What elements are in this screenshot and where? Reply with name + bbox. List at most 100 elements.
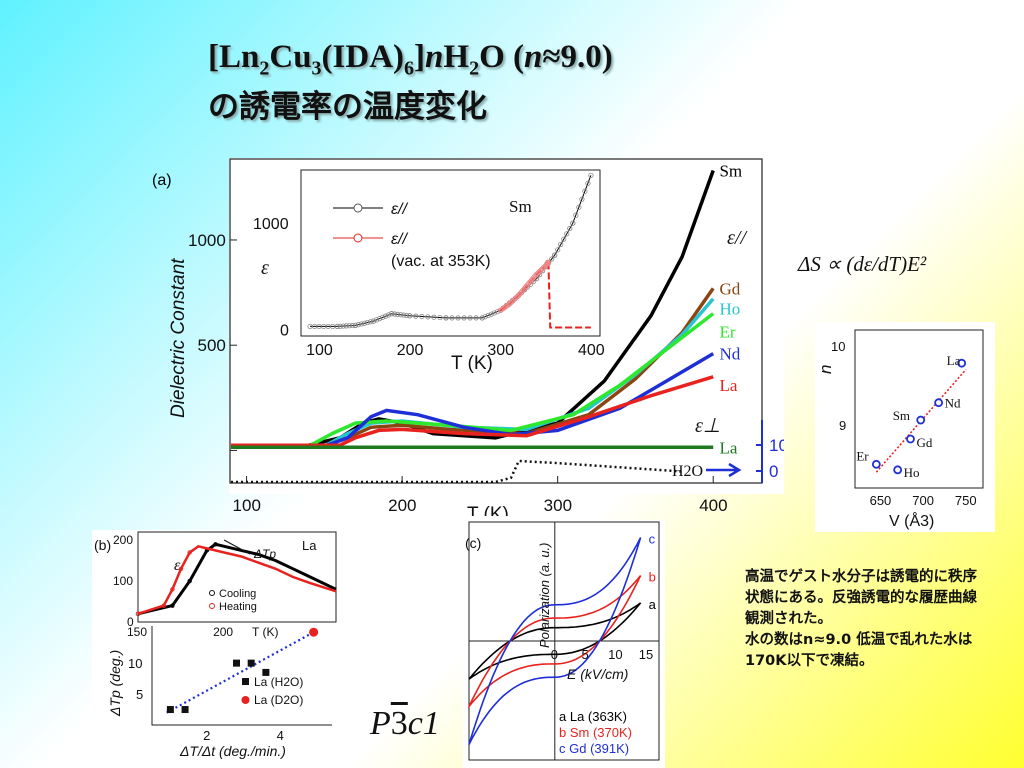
b-inset-xtick: 150	[127, 625, 147, 639]
inset-a-marker	[398, 312, 404, 318]
n-point-ho	[893, 465, 903, 475]
inset-a-marker	[437, 314, 443, 321]
b-axes	[151, 626, 332, 726]
b-inset-heating	[137, 544, 337, 615]
panel-b: (b) 2 4 5 10 ΔT/Δt (deg./min.) ΔTp (deg.) La (H…	[92, 530, 340, 762]
inset-a-marker	[373, 317, 380, 323]
inset-a-xtick: 100	[306, 342, 333, 359]
series-er	[231, 312, 715, 448]
inset-a-marker	[392, 311, 398, 317]
b-xlabel: ΔT/Δt (deg./min.)	[179, 743, 286, 759]
b-inset-legend-cooling: Cooling	[219, 588, 256, 600]
annotation-eperp: ε⊥	[695, 415, 720, 437]
b-inset-dtp: ΔTp	[253, 547, 276, 561]
c-xtick: 0	[551, 647, 558, 662]
b-xtick: 2	[203, 728, 210, 743]
y-axis-label: Dielectric Constant	[168, 258, 189, 418]
inset-a-marker	[385, 312, 392, 318]
inset-a-legend-2: ε//	[391, 231, 408, 248]
inset-a-marker	[358, 321, 365, 327]
b-point-h2o	[232, 659, 240, 667]
y-tick-label: 500	[198, 336, 226, 355]
inset-a-series-0	[310, 175, 592, 327]
annotation-h2o: H2O	[672, 463, 703, 480]
b-inset-legend-heating-marker	[209, 603, 215, 609]
n-point-label: Gd	[916, 435, 932, 450]
n-point-nd	[934, 398, 944, 408]
b-ytick: 10	[128, 656, 142, 671]
b-legend-d2o: La (D2O)	[254, 693, 303, 707]
x-tick-label: 200	[388, 496, 416, 515]
annotation-epar: ε//	[727, 227, 748, 249]
inset-a-marker	[482, 314, 488, 320]
x-tick-label: 400	[699, 496, 727, 515]
b-inset-legend-cooling-marker	[209, 590, 215, 596]
b-point-d2o	[309, 627, 319, 637]
c-xtick: 5	[581, 647, 588, 662]
inset-a-marker	[491, 310, 497, 316]
b-inset-marker	[170, 587, 175, 592]
right-tick-label: 100	[769, 436, 784, 455]
inset-a-marker	[461, 315, 467, 321]
inset-a-marker	[425, 314, 431, 320]
inset-a-legend-marker	[353, 203, 363, 213]
right-tick-label: 0	[769, 462, 778, 481]
slide-title: [Ln2Cu3(IDA)6]nH2O (n≈9.0) の誘電率の温度変化	[208, 38, 613, 126]
chart-n-vs-v: La Nd Sm Gd Er Ho 650 700 750 9 10 V (Å3) n	[816, 329, 984, 530]
title-line1: [Ln2Cu3(IDA)6]nH2O (n≈9.0)	[208, 39, 613, 80]
inset-a-marker	[340, 323, 346, 329]
inset-a-marker	[404, 312, 410, 319]
n-point-er	[871, 459, 881, 469]
inset-a-marker	[443, 315, 449, 321]
inset-a-marker	[419, 313, 425, 320]
inset-a-xtick: 300	[487, 342, 514, 359]
b-point-h2o	[166, 706, 174, 714]
c-loop-label-b: b	[649, 570, 656, 585]
inset-a-ytick: 0	[280, 323, 289, 340]
n-point-label: Er	[856, 448, 869, 463]
inset-a-marker	[382, 313, 389, 319]
inset-a-marker	[473, 315, 479, 321]
n-xlabel: V (Å3)	[889, 511, 934, 530]
inset-a-marker	[564, 231, 570, 237]
b-inset-ytick: 200	[113, 533, 133, 547]
inset-a-marker	[558, 241, 564, 248]
c-loop-label-a: a	[649, 597, 657, 612]
b-inset-marker	[178, 566, 184, 572]
inset-a-marker	[545, 259, 551, 265]
inset-a-marker	[555, 247, 561, 253]
x-tick-label: 300	[544, 496, 572, 515]
inset-a-marker	[395, 311, 401, 317]
c-legend-2: c Gd (391K)	[559, 741, 629, 756]
inset-a-marker	[379, 314, 386, 320]
b-inset-marker	[161, 603, 167, 608]
inset-a-marker	[576, 204, 582, 210]
b-inset-ytick: 100	[113, 574, 133, 588]
b-ylabel: ΔTp (deg.)	[107, 650, 123, 717]
b-inset-marker	[187, 578, 192, 584]
b-inset-ylabel: ε	[174, 557, 181, 574]
label-gd: Gd	[719, 279, 740, 298]
inset-a-marker	[355, 322, 361, 328]
chart-c: (c) ab c 0 5 10 15 E (kV/cm) Polarization (a. u.…	[465, 521, 660, 761]
x-axis-label: T (K)	[467, 504, 509, 516]
n-xtick: 650	[870, 493, 892, 508]
n-point-la	[957, 358, 967, 368]
space-group: P3c1	[370, 705, 440, 742]
n-point-label: Ho	[904, 465, 920, 480]
inset-a-marker	[479, 315, 485, 321]
h2o-arrow	[706, 462, 742, 478]
label-sm: Sm	[719, 162, 742, 181]
n-point-gd	[906, 434, 915, 444]
inset-a-marker	[413, 313, 419, 319]
panel-c-label: (c)	[465, 535, 481, 551]
inset-a-marker	[343, 323, 349, 329]
inset-a-marker	[389, 311, 395, 317]
inset-a-marker	[401, 312, 407, 318]
inset-a-legend-1: ε//	[391, 201, 408, 218]
inset-a-marker	[376, 316, 383, 322]
b-xtick: 4	[277, 728, 284, 743]
b-point-h2o	[181, 706, 189, 714]
panel-a-left: 05001000Dielectric Constant	[150, 160, 230, 460]
chart-a-yaxis: 05001000Dielectric Constant	[168, 231, 226, 460]
